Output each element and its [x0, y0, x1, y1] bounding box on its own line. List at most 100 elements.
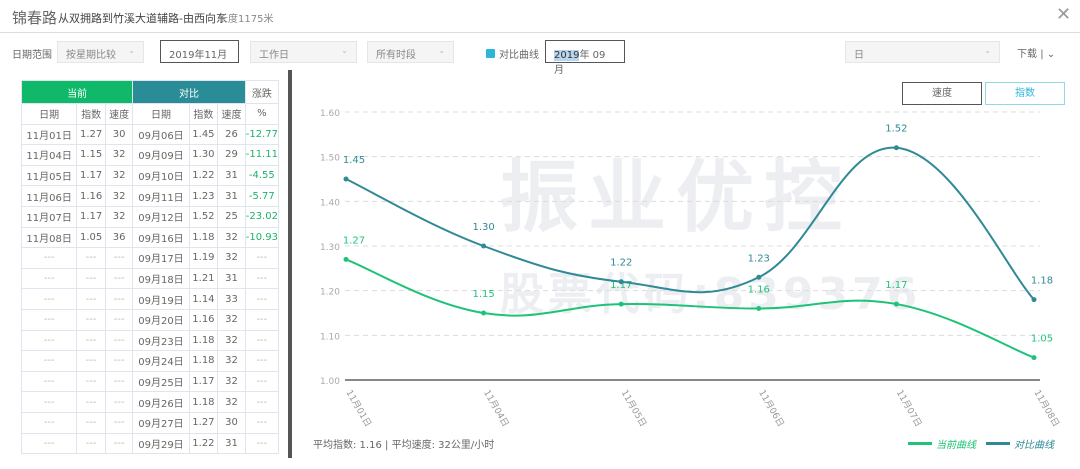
table-row: --- --- --- 09月18日 1.21 31 --- — [20, 267, 280, 290]
table-cell: 09月29日 — [132, 432, 190, 455]
data-label: 1.05 — [1031, 334, 1053, 345]
compare-mode-value: 按星期比较 — [66, 50, 116, 61]
compare-year-selected: 2019 — [554, 50, 580, 61]
table-cell: 32 — [217, 350, 246, 372]
data-label: 1.17 — [610, 280, 632, 291]
table-cell: 32 — [217, 391, 246, 413]
legend-label-compare: 对比曲线 — [1014, 440, 1054, 451]
period-value: 所有时段 — [376, 50, 416, 61]
avg-speed: 平均速度: 32公里/小时 — [391, 440, 495, 451]
table-row: 11月05日 1.17 32 09月10日 1.22 31 -4.55 — [20, 164, 280, 187]
table-row: --- --- --- 09月29日 1.22 31 --- — [20, 432, 280, 455]
series-line-current — [345, 258, 1035, 359]
chevron-down-icon: ⌄ — [984, 46, 991, 55]
granularity-select[interactable]: 日 ⌄ — [845, 41, 1000, 63]
table-cell: 30 — [217, 411, 246, 434]
data-point[interactable] — [481, 310, 487, 316]
table-cell: 32 — [217, 247, 246, 269]
data-label: 1.23 — [748, 253, 770, 264]
date-range-label: 日期范围 — [12, 50, 52, 61]
data-point[interactable] — [1031, 355, 1037, 361]
column-header: 速度 — [104, 103, 134, 125]
x-tick-label: 11月06日 — [756, 388, 786, 429]
day-type-select[interactable]: 工作日 ⌄ — [250, 41, 357, 63]
route-description: 从双拥路到竹溪大道辅路-由西向东 — [58, 12, 227, 25]
table-cell: --- — [20, 432, 78, 455]
y-tick-label: 1.00 — [320, 377, 340, 387]
data-label: 1.22 — [610, 258, 632, 269]
table-cell: 31 — [217, 432, 246, 455]
compare-curve-checkbox[interactable]: 对比曲线 — [486, 46, 539, 61]
data-label: 1.15 — [472, 289, 494, 300]
data-point[interactable] — [343, 256, 349, 262]
index-toggle-button[interactable]: 指数 — [985, 82, 1065, 105]
chevron-down-icon[interactable]: ⌄ — [1046, 49, 1056, 60]
compare-mode-select[interactable]: 按星期比较 ⌄ — [57, 41, 144, 63]
summary-bar: 平均指数: 1.16 | 平均速度: 32公里/小时 — [313, 436, 494, 451]
data-label: 1.27 — [343, 235, 365, 246]
checkbox-checked-icon[interactable] — [486, 49, 495, 58]
data-point[interactable] — [756, 274, 762, 280]
table-cell: --- — [104, 411, 134, 434]
data-point[interactable] — [481, 243, 487, 249]
legend-compare[interactable]: 对比曲线 — [986, 436, 1054, 451]
road-title: 锦春路 — [12, 9, 58, 27]
granularity-value: 日 — [854, 50, 864, 61]
data-label: 1.17 — [885, 280, 907, 291]
table-row: --- --- --- 09月23日 1.18 32 --- — [20, 329, 280, 352]
data-point[interactable] — [756, 306, 762, 312]
data-point[interactable] — [893, 145, 899, 151]
scrollbar[interactable] — [288, 70, 292, 458]
comparison-table: 当前 对比 涨跌 日期 指数 速度 日期 指数 速度% 11月01日 1.27 30 09月06日 1… — [20, 80, 280, 455]
day-type-value: 工作日 — [259, 50, 289, 61]
download-separator: | — [1040, 49, 1044, 60]
table-row: --- --- --- 09月25日 1.17 32 --- — [20, 370, 280, 393]
y-tick-label: 1.10 — [320, 332, 340, 342]
download-label: 下载 — [1017, 49, 1037, 60]
x-tick-label: 11月04日 — [481, 388, 511, 429]
chevron-down-icon: ⌄ — [438, 46, 445, 55]
compare-group-header: 对比 — [132, 80, 246, 104]
data-point[interactable] — [343, 176, 349, 182]
table-row: --- --- --- 09月19日 1.14 33 --- — [20, 288, 280, 310]
data-point[interactable] — [893, 301, 899, 307]
current-group-header: 当前 — [20, 80, 134, 104]
table-row: 11月04日 1.15 32 09月09日 1.30 29 -11.11 — [20, 144, 280, 166]
table-cell: --- — [20, 308, 78, 331]
x-tick-label: 11月05日 — [619, 388, 649, 429]
data-point[interactable] — [618, 279, 624, 285]
close-icon[interactable]: ✕ — [1056, 4, 1072, 25]
y-tick-label: 1.50 — [320, 154, 340, 164]
data-label: 1.45 — [343, 155, 365, 166]
compare-month-input[interactable]: 2019年 09 月 — [545, 40, 625, 76]
table-cell: 32 — [104, 185, 134, 207]
y-tick-label: 1.40 — [320, 198, 340, 208]
period-select[interactable]: 所有时段 ⌄ — [367, 41, 454, 63]
legend-current[interactable]: 当前曲线 — [908, 436, 976, 451]
chevron-down-icon: ⌄ — [128, 46, 135, 55]
table-cell: --- — [104, 391, 134, 413]
data-point[interactable] — [1031, 297, 1037, 303]
table-row: --- --- --- 09月24日 1.18 32 --- — [20, 350, 280, 372]
table-cell: --- — [244, 267, 280, 290]
table-row: 11月07日 1.17 32 09月12日 1.52 25 -23.02 — [20, 205, 280, 228]
data-point[interactable] — [618, 301, 624, 307]
table-cell: 31 — [217, 164, 246, 187]
month-input[interactable]: 2019年11月 — [160, 40, 239, 63]
legend-swatch-current — [908, 442, 932, 445]
download-button[interactable]: 下载 | ⌄ — [1017, 45, 1055, 60]
chevron-down-icon: ⌄ — [341, 46, 348, 55]
compare-month-rest: 年 09 月 — [554, 50, 606, 76]
legend-label-current: 当前曲线 — [936, 440, 976, 451]
y-tick-label: 1.20 — [320, 288, 340, 298]
chart-legend: 当前曲线 对比曲线 — [908, 436, 1054, 451]
table-cell: --- — [104, 288, 134, 310]
x-tick-label: 11月08日 — [1031, 388, 1061, 429]
avg-index: 平均指数: 1.16 — [313, 440, 382, 451]
compare-curve-label: 对比曲线 — [499, 50, 539, 61]
road-length: 长度1175米 — [218, 14, 274, 25]
data-label: 1.52 — [885, 124, 907, 135]
speed-toggle-button[interactable]: 速度 — [902, 82, 982, 105]
legend-swatch-compare — [986, 442, 1010, 445]
